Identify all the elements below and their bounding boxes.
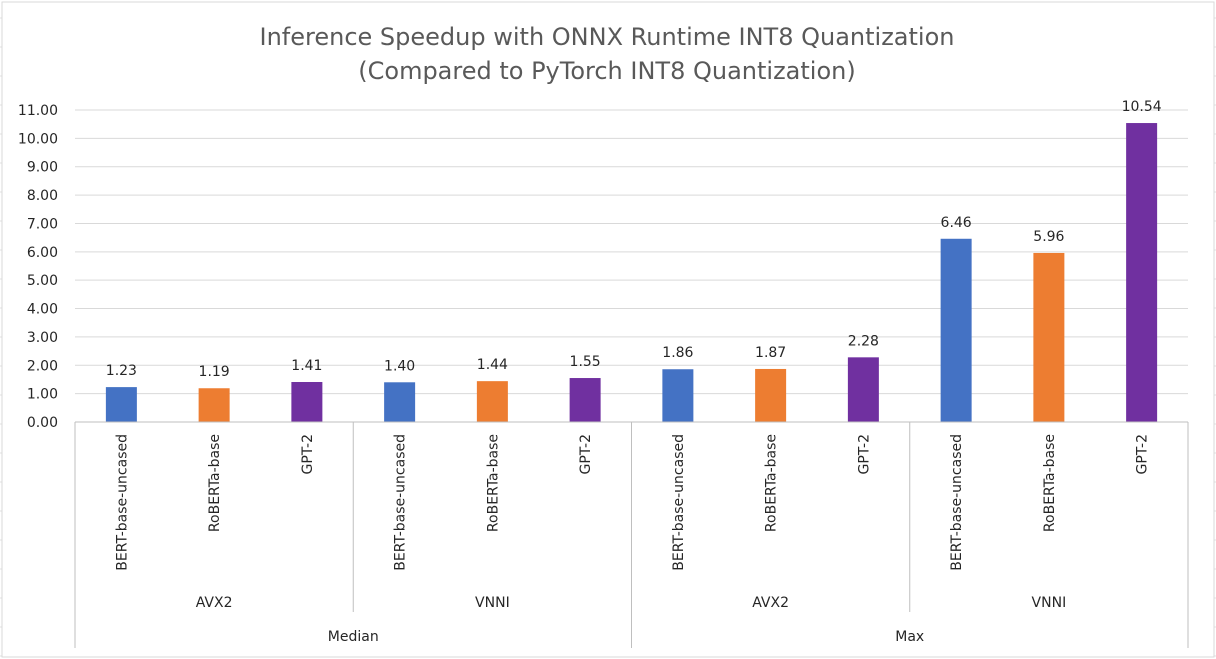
bars: 1.23 1.19 1.41 1.40 1.44 1.55 1.86 1.87 2.28 6.46…: [106, 99, 1162, 422]
bar: [476, 381, 508, 422]
bar: [940, 238, 972, 422]
data-label: 1.41: [291, 358, 322, 374]
category-label: RoBERTa-base: [764, 434, 780, 532]
category-label: BERT-base-uncased: [949, 434, 965, 571]
bar: [662, 369, 694, 422]
y-tick-label: 3.00: [27, 330, 58, 346]
y-tick-label: 10.00: [18, 131, 58, 147]
category-label: GPT-2: [1135, 434, 1151, 475]
data-label: 5.96: [1033, 229, 1064, 245]
group-label: AVX2: [196, 595, 233, 611]
bar: [847, 357, 879, 422]
y-tick-label: 1.00: [27, 387, 58, 403]
data-label: 6.46: [941, 215, 972, 231]
gridlines: [75, 109, 1188, 395]
bar: [1126, 123, 1158, 422]
y-tick-label: 5.00: [27, 273, 58, 289]
data-label: 10.54: [1122, 99, 1162, 115]
bar: [1033, 252, 1065, 422]
y-tick-label: 6.00: [27, 245, 58, 261]
bar: [291, 382, 323, 422]
y-tick-label: 11.00: [18, 103, 58, 119]
bar: [105, 387, 137, 422]
category-label: RoBERTa-base: [1042, 434, 1058, 532]
data-label: 1.40: [384, 358, 415, 374]
category-label: RoBERTa-base: [485, 434, 501, 532]
data-label: 1.55: [570, 354, 601, 370]
y-tick-label: 7.00: [27, 216, 58, 232]
category-label: BERT-base-uncased: [114, 434, 130, 571]
category-label: GPT-2: [856, 434, 872, 475]
chart-title-line-1: Inference Speedup with ONNX Runtime INT8…: [260, 23, 955, 51]
category-label: GPT-2: [578, 434, 594, 475]
data-label: 1.23: [106, 363, 137, 379]
y-tick-label: 4.00: [27, 302, 58, 318]
y-axis: 0.00 1.00 2.00 3.00 4.00 5.00 6.00 7.00 8.00 9.00…: [18, 103, 58, 431]
category-label: BERT-base-uncased: [671, 434, 687, 571]
bar: [384, 382, 416, 422]
bar: [755, 368, 787, 422]
data-label: 1.44: [477, 357, 508, 373]
chart-title-line-2: (Compared to PyTorch INT8 Quantization): [358, 57, 855, 85]
level-label: Median: [328, 629, 379, 645]
data-label: 1.86: [662, 345, 693, 361]
y-tick-label: 2.00: [27, 358, 58, 374]
data-label: 1.19: [199, 364, 230, 380]
y-tick-label: 0.00: [27, 415, 58, 431]
data-label: 1.87: [755, 345, 786, 361]
y-tick-label: 9.00: [27, 160, 58, 176]
group-label: AVX2: [752, 595, 789, 611]
bar: [198, 388, 230, 422]
category-label: RoBERTa-base: [207, 434, 223, 532]
x-axis: BERT-base-uncased RoBERTa-base GPT-2 BERT-b…: [74, 421, 1189, 648]
data-label: 2.28: [848, 333, 879, 349]
level-label: Max: [895, 629, 924, 645]
y-tick-label: 8.00: [27, 188, 58, 204]
category-label: BERT-base-uncased: [393, 434, 409, 571]
bar: [569, 378, 601, 422]
group-label: VNNI: [475, 595, 510, 611]
category-label: GPT-2: [300, 434, 316, 475]
group-label: VNNI: [1032, 595, 1067, 611]
